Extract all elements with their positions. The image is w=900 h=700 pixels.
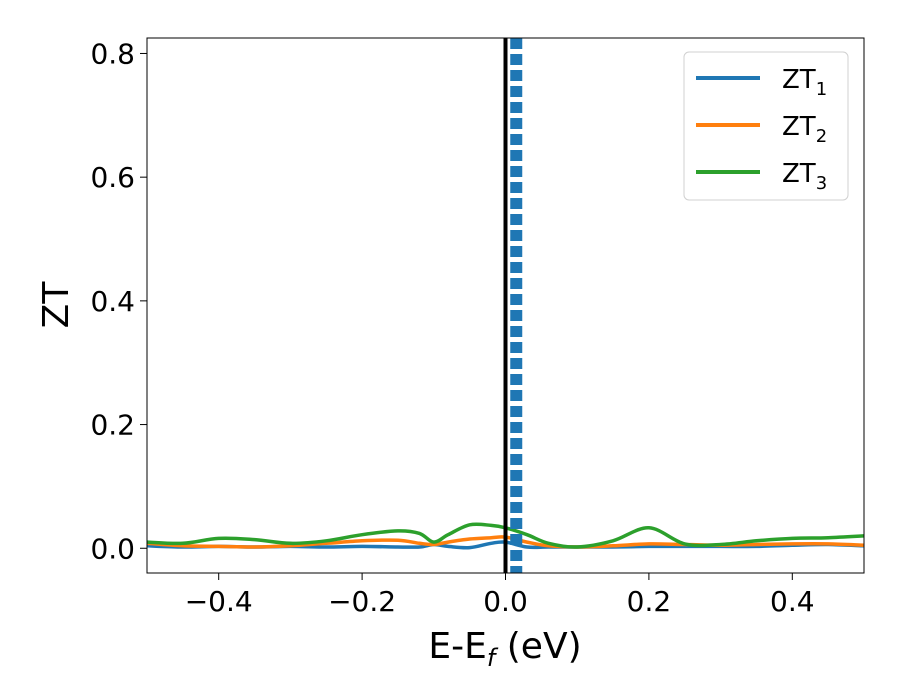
legend-items: ZT1 ZT2 ZT3 [696, 65, 827, 194]
legend-label-zt2: ZT2 [782, 112, 827, 147]
legend-label-zt1: ZT1 [782, 65, 827, 100]
x-tick-label: −0.4 [185, 585, 253, 618]
x-tick-label: 0.4 [770, 585, 815, 618]
y-tick-label: 0.8 [90, 37, 135, 70]
legend-label-zt3: ZT3 [782, 159, 827, 194]
x-tick-label: 0.0 [483, 585, 528, 618]
x-axis-label-main: E-E [428, 626, 486, 667]
x-axis-label: E-Ef (eV) [428, 626, 581, 672]
reference-lines [503, 38, 523, 573]
series-line-zt3 [147, 522, 864, 549]
y-tick-label: 0.0 [90, 532, 135, 565]
y-tick-label: 0.4 [90, 285, 135, 318]
y-tick-label: 0.6 [90, 161, 135, 194]
y-tick-label: 0.2 [90, 409, 135, 442]
x-tick-label: −0.2 [328, 585, 396, 618]
x-tick-label: 0.2 [627, 585, 672, 618]
legend: ZT1 ZT2 ZT3 [683, 51, 849, 201]
y-axis-ticks: 0.0 0.2 0.4 0.6 0.8 [90, 37, 147, 565]
series-layer [147, 522, 864, 550]
y-axis-label: ZT [36, 281, 77, 329]
x-axis-label-unit: (eV) [495, 626, 581, 667]
x-axis-ticks: −0.4 −0.2 0.0 0.2 0.4 [185, 573, 815, 618]
legend-box [683, 51, 849, 201]
